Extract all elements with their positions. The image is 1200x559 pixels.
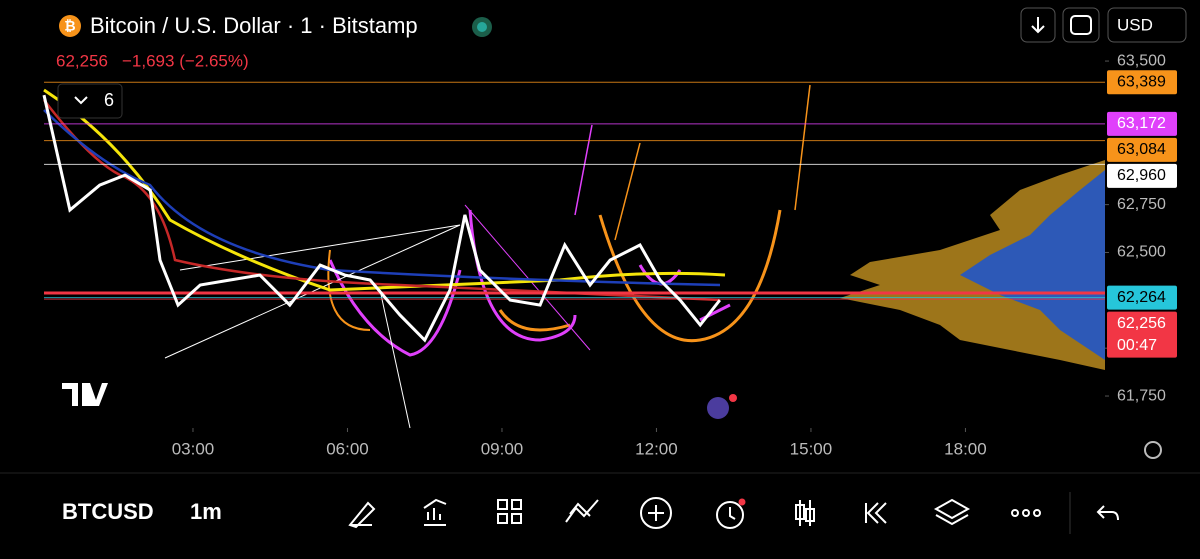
download-icon — [1031, 17, 1045, 34]
x-tick-label: 03:00 — [172, 439, 215, 458]
toolbar-symbol[interactable]: BTCUSD — [62, 499, 154, 524]
symbol-title: Bitcoin / U.S. Dollar · 1 · Bitstamp — [90, 13, 418, 38]
y-tick-label: 61,750 — [1117, 387, 1166, 404]
price-change: −1,693 (−2.65%) — [122, 51, 249, 70]
price-label-box — [1107, 311, 1177, 358]
price-label-box — [1107, 70, 1177, 95]
add-icon — [648, 505, 664, 521]
settings-button[interactable] — [1144, 441, 1162, 459]
y-tick-label: 63,500 — [1117, 52, 1166, 69]
chart-type-tool[interactable] — [795, 500, 815, 526]
layouts-tool[interactable] — [497, 499, 522, 524]
last-price: 62,256 — [56, 51, 108, 70]
indicators-tool[interactable] — [423, 498, 447, 526]
price-line-series — [42, 94, 721, 343]
price-label: 62,264 — [1117, 289, 1166, 306]
more-tool[interactable] — [1011, 509, 1041, 517]
price-label: 63,084 — [1117, 141, 1166, 158]
volume-profile — [840, 160, 1105, 370]
fullscreen-button[interactable] — [1062, 7, 1100, 43]
add-tool[interactable] — [640, 497, 672, 529]
assistant-badge — [729, 394, 737, 402]
price-label-box — [1107, 137, 1177, 162]
indicator-count: 6 — [104, 90, 114, 110]
price-label: 62,256 — [1117, 315, 1166, 332]
undo-tool[interactable] — [1096, 505, 1119, 521]
currency-button[interactable] — [1107, 7, 1187, 43]
x-tick-label: 18:00 — [944, 439, 987, 458]
currency: USD — [1117, 15, 1153, 34]
dot — [1022, 509, 1030, 517]
volume-profile-value-area — [960, 170, 1105, 360]
x-tick-label: 09:00 — [481, 439, 524, 458]
x-tick-label: 12:00 — [635, 439, 678, 458]
price-label-box — [1107, 163, 1177, 188]
assistant-icon[interactable] — [707, 397, 729, 419]
y-tick-label: 62,500 — [1117, 244, 1166, 261]
price-label-box — [1107, 111, 1177, 136]
compare-tool[interactable] — [565, 499, 599, 523]
fullscreen-icon — [1070, 15, 1092, 35]
price-label: 63,389 — [1117, 74, 1166, 91]
tv-logo-mark — [62, 383, 108, 406]
price-label: 63,172 — [1117, 115, 1166, 132]
toolbar-interval[interactable]: 1m — [190, 499, 222, 524]
coin-icon-symbol: ₿ — [64, 18, 75, 34]
alert-badge — [738, 498, 746, 506]
indicators-toggle[interactable] — [57, 83, 123, 119]
y-tick-label: 62,750 — [1117, 196, 1166, 213]
price-label: 62,960 — [1117, 167, 1166, 184]
layers-tool[interactable] — [933, 498, 971, 526]
alert-hands — [729, 507, 736, 520]
countdown-label: 00:47 — [1117, 337, 1157, 354]
coin-icon — [59, 15, 81, 37]
dot — [1033, 509, 1041, 517]
replay-tool[interactable] — [865, 502, 887, 524]
alert-tool[interactable] — [716, 501, 744, 529]
chevron-icon — [74, 96, 88, 105]
dot — [1011, 509, 1019, 517]
draw-tool[interactable] — [348, 501, 376, 529]
toolbar-icons — [348, 497, 1119, 529]
x-tick-label: 15:00 — [790, 439, 833, 458]
x-tick-label: 06:00 — [326, 439, 369, 458]
price-label-box — [1107, 285, 1177, 310]
market-status-dot — [477, 22, 487, 32]
